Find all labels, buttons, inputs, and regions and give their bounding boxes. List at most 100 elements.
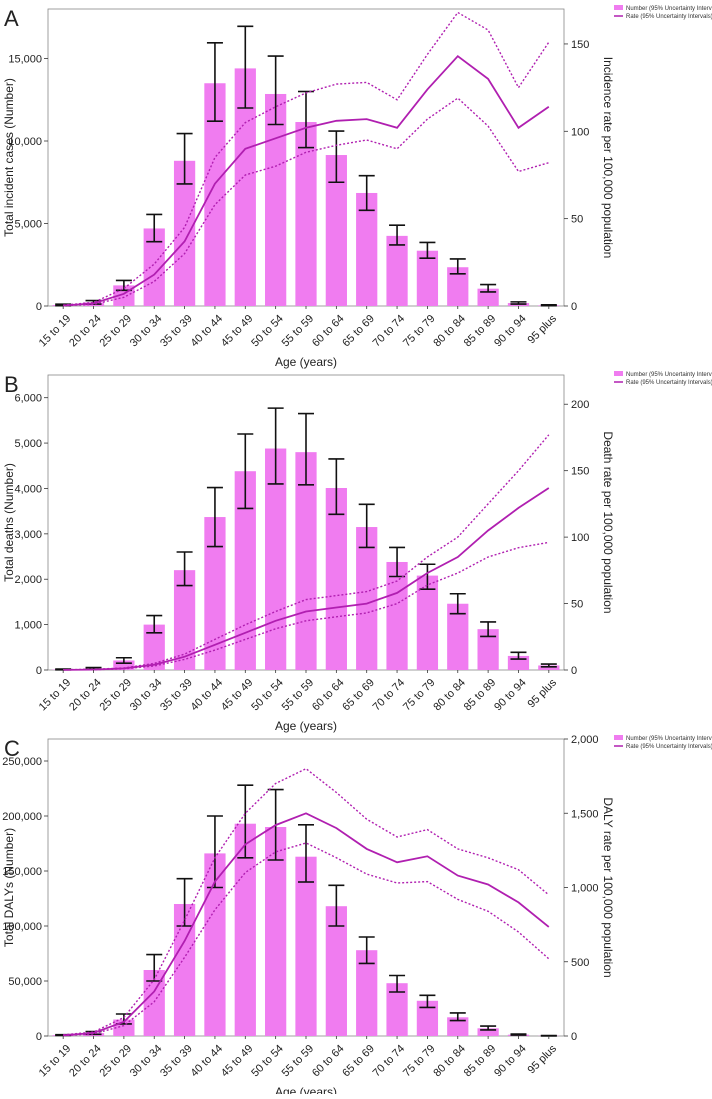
x-tick-label: 95 plus bbox=[525, 1042, 559, 1076]
y2-tick-label: 50 bbox=[571, 214, 583, 226]
bar-55-to-59[interactable] bbox=[295, 857, 316, 1036]
x-tick-label: 40 to 44 bbox=[189, 677, 226, 714]
y-tick-label: 0 bbox=[36, 301, 42, 313]
error-bar bbox=[480, 1026, 496, 1030]
y2-tick-label: 0 bbox=[571, 665, 577, 677]
x-tick-label: 35 to 39 bbox=[158, 677, 195, 714]
y-tick-label: 0 bbox=[36, 1031, 42, 1043]
x-tick-label: 25 to 29 bbox=[97, 313, 134, 350]
x-tick-label: 25 to 29 bbox=[97, 1043, 134, 1080]
panel-c: C050,000100,000150,000200,000250,0000500… bbox=[2, 734, 712, 1094]
x-tick-label: 85 to 89 bbox=[462, 1043, 499, 1080]
x-tick-label: 60 to 64 bbox=[310, 313, 347, 350]
x-axis-title: Age (years) bbox=[275, 1085, 337, 1094]
legend-label-rate: Rate (95% Uncertainty Intervals) bbox=[626, 380, 712, 386]
legend-swatch-number bbox=[614, 735, 623, 740]
legend: Number (95% Uncertainty Intervals) Rate (… bbox=[614, 735, 712, 750]
x-tick-label: 35 to 39 bbox=[158, 1043, 195, 1080]
x-tick-label: 60 to 64 bbox=[310, 677, 347, 714]
y-tick-label: 50,000 bbox=[8, 976, 42, 988]
y-tick-label: 5,000 bbox=[14, 438, 42, 450]
x-tick-label: 70 to 74 bbox=[371, 677, 408, 714]
error-bar bbox=[541, 305, 557, 306]
y-tick-label: 0 bbox=[36, 665, 42, 677]
x-tick-label: 45 to 49 bbox=[219, 1043, 256, 1080]
y2-axis-title: DALY rate per 100,000 population bbox=[601, 797, 615, 977]
bar-55-to-59[interactable] bbox=[295, 122, 316, 306]
x-tick-label: 15 to 19 bbox=[37, 313, 74, 350]
legend-label-rate: Rate (95% Uncertainty Intervals) bbox=[626, 744, 712, 750]
x-tick-label: 75 to 79 bbox=[401, 677, 438, 714]
y2-tick-label: 50 bbox=[571, 599, 583, 611]
y2-tick-label: 150 bbox=[571, 39, 589, 51]
x-tick-label: 90 to 94 bbox=[492, 1043, 529, 1080]
x-tick-label: 55 to 59 bbox=[280, 677, 317, 714]
y2-axis-title: Death rate per 100,000 population bbox=[601, 431, 615, 613]
y-axis-title: Total deaths (Number) bbox=[2, 463, 16, 582]
x-tick-label: 65 to 69 bbox=[340, 677, 377, 714]
x-tick-label: 80 to 84 bbox=[431, 1043, 468, 1080]
x-tick-label: 30 to 34 bbox=[128, 677, 165, 714]
y2-tick-label: 500 bbox=[571, 957, 589, 969]
bar-70-to-74[interactable] bbox=[386, 236, 407, 306]
y-tick-label: 3,000 bbox=[14, 529, 42, 541]
x-tick-label: 60 to 64 bbox=[310, 1043, 347, 1080]
x-tick-label: 35 to 39 bbox=[158, 313, 195, 350]
x-tick-label: 40 to 44 bbox=[189, 313, 226, 350]
x-tick-label: 20 to 24 bbox=[67, 1043, 104, 1080]
panel-letter: A bbox=[4, 6, 19, 31]
bar-60-to-64[interactable] bbox=[326, 488, 347, 670]
x-tick-label: 70 to 74 bbox=[371, 313, 408, 350]
bar-70-to-74[interactable] bbox=[386, 562, 407, 670]
x-tick-label: 75 to 79 bbox=[401, 1043, 438, 1080]
x-tick-label: 85 to 89 bbox=[462, 313, 499, 350]
x-tick-label: 55 to 59 bbox=[280, 313, 317, 350]
y2-tick-label: 150 bbox=[571, 466, 589, 478]
x-tick-label: 50 to 54 bbox=[249, 313, 286, 350]
x-axis-title: Age (years) bbox=[275, 719, 337, 733]
x-tick-label: 30 to 34 bbox=[128, 1043, 165, 1080]
x-tick-label: 20 to 24 bbox=[67, 677, 104, 714]
legend-swatch-number bbox=[614, 371, 623, 376]
x-tick-label: 25 to 29 bbox=[97, 677, 134, 714]
y2-tick-label: 1,000 bbox=[571, 883, 599, 895]
y-tick-label: 4,000 bbox=[14, 483, 42, 495]
x-tick-label: 55 to 59 bbox=[280, 1043, 317, 1080]
bar-65-to-69[interactable] bbox=[356, 527, 377, 670]
x-tick-label: 20 to 24 bbox=[67, 313, 104, 350]
y2-tick-label: 100 bbox=[571, 126, 589, 138]
legend-swatch-number bbox=[614, 5, 623, 10]
x-tick-label: 90 to 94 bbox=[492, 313, 529, 350]
x-tick-label: 95 plus bbox=[525, 676, 559, 710]
y2-tick-label: 0 bbox=[571, 1031, 577, 1043]
y-tick-label: 5,000 bbox=[14, 219, 42, 231]
x-tick-label: 65 to 69 bbox=[340, 313, 377, 350]
x-tick-label: 15 to 19 bbox=[37, 1043, 74, 1080]
legend: Number (95% Uncertainty Intervals)Rate (… bbox=[614, 371, 712, 386]
legend: Number (95% Uncertainty Intervals)Rate (… bbox=[614, 5, 712, 20]
x-tick-label: 80 to 84 bbox=[431, 313, 468, 350]
bar-50-to-54[interactable] bbox=[265, 94, 286, 306]
x-tick-label: 75 to 79 bbox=[401, 313, 438, 350]
x-tick-label: 95 plus bbox=[525, 312, 559, 346]
legend-label-number: Number (95% Uncertainty Intervals) bbox=[626, 6, 712, 12]
y2-tick-label: 0 bbox=[571, 301, 577, 313]
x-tick-label: 80 to 84 bbox=[431, 677, 468, 714]
x-tick-label: 50 to 54 bbox=[249, 677, 286, 714]
x-tick-label: 40 to 44 bbox=[189, 1043, 226, 1080]
legend-label-number: Number (95% Uncertainty Intervals) bbox=[626, 736, 712, 742]
y-tick-label: 1,000 bbox=[14, 620, 42, 632]
y-axis-title: Total incident cases (Number) bbox=[2, 78, 16, 237]
x-tick-label: 45 to 49 bbox=[219, 313, 256, 350]
x-tick-label: 30 to 34 bbox=[128, 313, 165, 350]
y-tick-label: 2,000 bbox=[14, 574, 42, 586]
bar-75-to-79[interactable] bbox=[417, 251, 438, 306]
x-tick-label: 50 to 54 bbox=[249, 1043, 286, 1080]
y2-tick-label: 1,500 bbox=[571, 808, 599, 820]
y-tick-label: 250,000 bbox=[2, 756, 42, 768]
x-tick-label: 70 to 74 bbox=[371, 1043, 408, 1080]
y2-tick-label: 2,000 bbox=[571, 734, 599, 746]
y-tick-label: 200,000 bbox=[2, 811, 42, 823]
y2-axis-title: Incidence rate per 100,000 population bbox=[601, 57, 615, 259]
